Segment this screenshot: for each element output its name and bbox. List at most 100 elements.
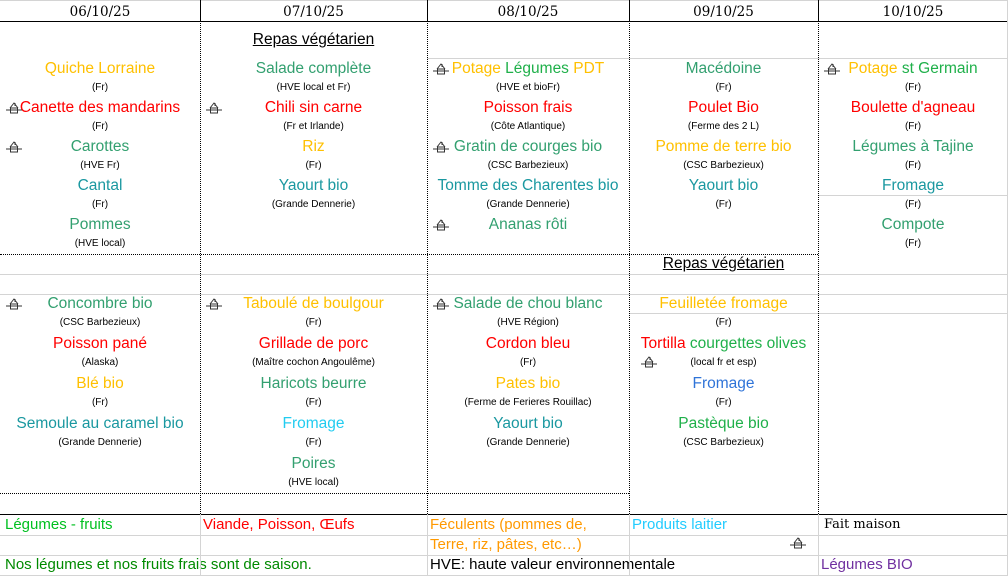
menu-item-name-part: PDT xyxy=(573,60,605,77)
menu-item-name-part: Quiche Lorraine xyxy=(44,60,156,77)
menu-item-name-part: Taboulé de boulgour xyxy=(243,295,384,312)
menu-item-name-part: Semoule au caramel bio xyxy=(16,415,184,432)
grid-line xyxy=(629,514,630,575)
menu-item-dinner: Salade de chou blanc xyxy=(427,295,629,313)
menu-item-dinner: Tortilla courgettes olives xyxy=(629,335,818,353)
menu-item-lunch: Yaourt bio xyxy=(200,177,427,195)
legend-vegetables: Légumes - fruits xyxy=(5,516,113,533)
day-header-date: 09/10/25 xyxy=(693,4,754,20)
menu-item-origin: (HVE Région) xyxy=(497,317,559,328)
legend-hve: HVE: haute valeur environnementale xyxy=(430,556,676,573)
homemade-house-icon xyxy=(433,297,449,311)
menu-item-origin: (HVE local) xyxy=(288,477,339,488)
grid-line xyxy=(0,294,1008,295)
menu-item-origin: (Fr) xyxy=(91,121,109,132)
menu-item-name-part: Potage xyxy=(848,60,902,77)
legend-dairy: Produits laitier xyxy=(632,516,728,533)
menu-item-name-part: Yaourt bio xyxy=(493,415,563,432)
menu-item-origin: (Fr) xyxy=(904,82,922,93)
menu-item-origin: (Maître cochon Angoulême) xyxy=(252,357,375,368)
menu-item-origin: (Fr) xyxy=(305,397,322,408)
homemade-house-icon xyxy=(790,536,806,550)
homemade-house-icon xyxy=(641,355,657,369)
menu-item-dinner: Pastèque bio xyxy=(629,415,818,433)
grid-line xyxy=(200,514,201,575)
menu-item-dinner: Poires xyxy=(200,455,427,473)
menu-item-name-part: Fromage xyxy=(282,415,345,432)
menu-item-lunch: Gratin de courges bio xyxy=(427,138,629,156)
menu-item-lunch: Fromage xyxy=(818,177,1008,195)
menu-item-origin: (Fr) xyxy=(715,397,732,408)
menu-item-origin: (Fr) xyxy=(904,121,922,132)
menu-item-dinner: Pates bio xyxy=(427,375,629,393)
menu-item-origin: (Côte Atlantique) xyxy=(490,121,566,132)
menu-item-origin: (Grande Dennerie) xyxy=(486,437,570,448)
menu-item-lunch: Ananas rôti xyxy=(427,216,629,234)
homemade-house-icon xyxy=(6,297,22,311)
menu-item-lunch: Potage st Germain xyxy=(818,60,1008,78)
menu-item-lunch: Pomme de terre bio xyxy=(629,138,818,156)
menu-item-name-part: Concombre bio xyxy=(47,295,153,312)
header-border xyxy=(0,21,1008,22)
menu-item-dinner: Yaourt bio xyxy=(427,415,629,433)
section-divider xyxy=(0,493,629,494)
header-divider xyxy=(818,0,819,21)
menu-item-name-part: Gratin de courges bio xyxy=(453,138,603,155)
column-divider xyxy=(629,21,630,514)
menu-item-name-part: Légumes à Tajine xyxy=(852,138,974,155)
header-divider xyxy=(629,0,630,21)
menu-item-dinner: Poisson pané xyxy=(0,335,200,353)
menu-item-origin: (Fr) xyxy=(904,160,922,171)
grid-line xyxy=(427,58,1008,59)
menu-item-name-part: Fromage xyxy=(692,375,755,392)
menu-item-name-part: Pomme de terre bio xyxy=(655,138,792,155)
menu-item-lunch: Yaourt bio xyxy=(629,177,818,195)
menu-item-origin: (Fr et Irlande) xyxy=(283,121,344,132)
grid-line xyxy=(427,514,428,575)
menu-item-origin: (CSC Barbezieux) xyxy=(59,317,141,328)
grid-line xyxy=(0,535,1008,536)
menu-item-name-part: Canette des mandarins xyxy=(19,99,181,116)
menu-item-origin: (Fr) xyxy=(91,82,109,93)
menu-item-name-part: st Germain xyxy=(901,60,978,77)
menu-item-origin: (Fr) xyxy=(715,82,732,93)
menu-item-lunch: Riz xyxy=(200,138,427,156)
menu-item-name-part: Yaourt bio xyxy=(278,177,349,194)
menu-item-origin: (Fr) xyxy=(91,199,109,210)
day-header-date: 07/10/25 xyxy=(283,4,344,20)
menu-item-name-part: Fromage xyxy=(881,177,945,194)
menu-item-name-part: Poisson frais xyxy=(483,99,573,116)
menu-item-lunch: Salade complète xyxy=(200,60,427,78)
column-divider xyxy=(200,21,201,514)
legend-bio: Légumes BIO xyxy=(821,556,913,573)
menu-item-name-part: Salade complète xyxy=(255,60,372,77)
menu-item-dinner: Fromage xyxy=(200,415,427,433)
menu-item-name-part: Ananas rôti xyxy=(488,216,568,233)
legend-starch-line1: Féculents (pommes de, xyxy=(430,516,587,533)
menu-item-name-part: Riz xyxy=(302,138,325,155)
grid-line xyxy=(818,195,1008,196)
menu-item-dinner: Haricots beurre xyxy=(200,375,427,393)
menu-item-origin: (Fr) xyxy=(305,437,322,448)
menu-item-name-part: Pates bio xyxy=(495,375,561,392)
menu-item-name-part: Boulette d'agneau xyxy=(850,99,976,116)
menu-item-lunch: Carottes xyxy=(0,138,200,156)
menu-item-name-part: Légumes xyxy=(505,60,574,77)
menu-item-lunch: Poulet Bio xyxy=(629,99,818,117)
menu-item-name-part: Cordon bleu xyxy=(485,335,571,352)
menu-item-lunch: Tomme des Charentes bio xyxy=(427,177,629,195)
menu-item-dinner: Feuilletée fromage xyxy=(629,295,818,313)
menu-item-name-part: Grillade de porc xyxy=(258,335,369,352)
menu-item-lunch: Macédoine xyxy=(629,60,818,78)
menu-item-name-part: Tomme des Charentes bio xyxy=(437,177,619,194)
menu-item-origin: (CSC Barbezieux) xyxy=(683,437,764,448)
menu-item-origin: (Fr) xyxy=(904,199,922,210)
menu-item-origin: (CSC Barbezieux) xyxy=(487,160,569,171)
menu-item-name-part: Pommes xyxy=(69,216,131,233)
legend-homemade: Fait maison xyxy=(824,517,901,532)
menu-item-origin: (HVE local et Fr) xyxy=(276,82,351,93)
homemade-house-icon xyxy=(433,218,449,232)
menu-item-lunch: Canette des mandarins xyxy=(0,99,200,117)
homemade-house-icon xyxy=(206,101,222,115)
homemade-house-icon xyxy=(6,101,22,115)
